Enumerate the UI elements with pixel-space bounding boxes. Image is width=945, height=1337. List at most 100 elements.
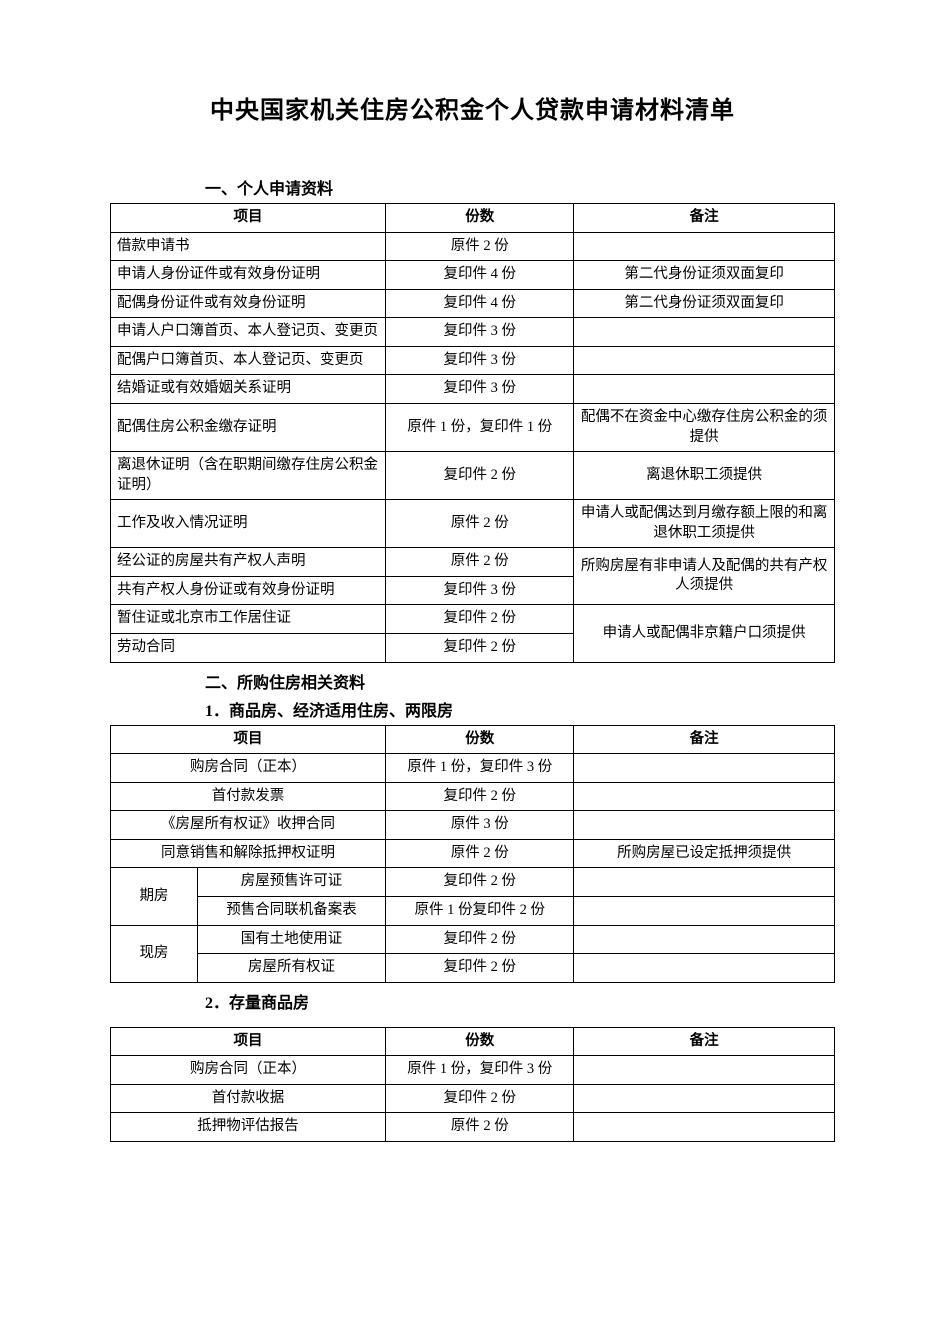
- table-row: 现房 国有土地使用证 复印件 2 份: [111, 925, 835, 954]
- section2-sub2-heading: 2．存量商品房: [205, 989, 835, 1013]
- cell-item: 《房屋所有权证》收押合同: [111, 811, 386, 840]
- cell-item: 共有产权人身份证或有效身份证明: [111, 576, 386, 605]
- cell-copies: 复印件 2 份: [386, 634, 574, 663]
- cell-notes: 第二代身份证须双面复印: [574, 261, 835, 290]
- cell-notes: 申请人或配偶达到月缴存额上限的和离退休职工须提供: [574, 500, 835, 548]
- cell-item: 工作及收入情况证明: [111, 500, 386, 548]
- cell-copies: 复印件 3 份: [386, 375, 574, 404]
- cell-item: 抵押物评估报告: [111, 1113, 386, 1142]
- cell-copies: 原件 2 份: [386, 548, 574, 577]
- cell-copies: 复印件 2 份: [386, 1084, 574, 1113]
- section1-heading: 一、个人申请资料: [205, 175, 835, 199]
- header-copies: 份数: [386, 204, 574, 233]
- cell-item: 离退休证明（含在职期间缴存住房公积金证明）: [111, 452, 386, 500]
- table-row: 抵押物评估报告 原件 2 份: [111, 1113, 835, 1142]
- table-row: 经公证的房屋共有产权人声明 原件 2 份 所购房屋有非申请人及配偶的共有产权人须…: [111, 548, 835, 577]
- table-row: 离退休证明（含在职期间缴存住房公积金证明） 复印件 2 份 离退休职工须提供: [111, 452, 835, 500]
- table-row: 同意销售和解除抵押权证明 原件 2 份 所购房屋已设定抵押须提供: [111, 839, 835, 868]
- cell-item: 结婚证或有效婚姻关系证明: [111, 375, 386, 404]
- cell-notes: [574, 375, 835, 404]
- cell-item-left: 现房: [111, 925, 198, 982]
- cell-copies: 原件 2 份: [386, 839, 574, 868]
- table-row: 结婚证或有效婚姻关系证明 复印件 3 份: [111, 375, 835, 404]
- cell-item: 暂住证或北京市工作居住证: [111, 605, 386, 634]
- cell-notes: [574, 954, 835, 983]
- header-item: 项目: [111, 204, 386, 233]
- cell-notes: 配偶不在资金中心缴存住房公积金的须提供: [574, 403, 835, 451]
- cell-notes: 所购房屋有非申请人及配偶的共有产权人须提供: [574, 548, 835, 605]
- header-notes: 备注: [574, 1027, 835, 1056]
- cell-notes: 离退休职工须提供: [574, 452, 835, 500]
- cell-notes: [574, 868, 835, 897]
- cell-item: 申请人户口簿首页、本人登记页、变更页: [111, 318, 386, 347]
- cell-item: 购房合同（正本）: [111, 754, 386, 783]
- table-row: 预售合同联机备案表 原件 1 份复印件 2 份: [111, 896, 835, 925]
- table-row: 《房屋所有权证》收押合同 原件 3 份: [111, 811, 835, 840]
- table-row: 首付款发票 复印件 2 份: [111, 782, 835, 811]
- cell-item: 首付款收据: [111, 1084, 386, 1113]
- cell-item-right: 房屋所有权证: [197, 954, 385, 983]
- cell-item-right: 房屋预售许可证: [197, 868, 385, 897]
- cell-item: 配偶住房公积金缴存证明: [111, 403, 386, 451]
- cell-notes: 所购房屋已设定抵押须提供: [574, 839, 835, 868]
- cell-notes: [574, 754, 835, 783]
- cell-copies: 复印件 3 份: [386, 576, 574, 605]
- cell-item: 申请人身份证件或有效身份证明: [111, 261, 386, 290]
- cell-item: 首付款发票: [111, 782, 386, 811]
- section2-heading: 二、所购住房相关资料: [205, 669, 835, 693]
- cell-item: 劳动合同: [111, 634, 386, 663]
- cell-item: 经公证的房屋共有产权人声明: [111, 548, 386, 577]
- cell-copies: 复印件 2 份: [386, 954, 574, 983]
- header-notes: 备注: [574, 204, 835, 233]
- cell-item: 借款申请书: [111, 232, 386, 261]
- document-title: 中央国家机关住房公积金个人贷款申请材料清单: [110, 90, 835, 125]
- table-row: 工作及收入情况证明 原件 2 份 申请人或配偶达到月缴存额上限的和离退休职工须提…: [111, 500, 835, 548]
- cell-copies: 原件 2 份: [386, 232, 574, 261]
- cell-copies: 复印件 3 份: [386, 318, 574, 347]
- table-row: 房屋所有权证 复印件 2 份: [111, 954, 835, 983]
- cell-notes: 第二代身份证须双面复印: [574, 289, 835, 318]
- cell-copies: 复印件 2 份: [386, 868, 574, 897]
- table-header-row: 项目 份数 备注: [111, 725, 835, 754]
- cell-copies: 原件 1 份，复印件 1 份: [386, 403, 574, 451]
- table-row: 期房 房屋预售许可证 复印件 2 份: [111, 868, 835, 897]
- table-row: 购房合同（正本） 原件 1 份，复印件 3 份: [111, 1056, 835, 1085]
- section2-sub2-table: 项目 份数 备注 购房合同（正本） 原件 1 份，复印件 3 份 首付款收据 复…: [110, 1027, 835, 1142]
- cell-notes: [574, 782, 835, 811]
- header-notes: 备注: [574, 725, 835, 754]
- table-row: 申请人户口簿首页、本人登记页、变更页 复印件 3 份: [111, 318, 835, 347]
- table-row: 配偶户口簿首页、本人登记页、变更页 复印件 3 份: [111, 346, 835, 375]
- table-row: 借款申请书 原件 2 份: [111, 232, 835, 261]
- cell-copies: 复印件 4 份: [386, 289, 574, 318]
- cell-notes: 申请人或配偶非京籍户口须提供: [574, 605, 835, 662]
- cell-item-left: 期房: [111, 868, 198, 925]
- cell-notes: [574, 318, 835, 347]
- section2-sub1-table: 项目 份数 备注 购房合同（正本） 原件 1 份，复印件 3 份 首付款发票 复…: [110, 725, 835, 983]
- table-row: 暂住证或北京市工作居住证 复印件 2 份 申请人或配偶非京籍户口须提供: [111, 605, 835, 634]
- cell-item: 购房合同（正本）: [111, 1056, 386, 1085]
- section1-table: 项目 份数 备注 借款申请书 原件 2 份 申请人身份证件或有效身份证明 复印件…: [110, 203, 835, 663]
- cell-notes: [574, 346, 835, 375]
- table-header-row: 项目 份数 备注: [111, 1027, 835, 1056]
- cell-copies: 原件 1 份，复印件 3 份: [386, 754, 574, 783]
- cell-notes: [574, 811, 835, 840]
- cell-copies: 原件 2 份: [386, 500, 574, 548]
- cell-item: 同意销售和解除抵押权证明: [111, 839, 386, 868]
- cell-copies: 复印件 2 份: [386, 925, 574, 954]
- cell-notes: [574, 1056, 835, 1085]
- table-row: 申请人身份证件或有效身份证明 复印件 4 份 第二代身份证须双面复印: [111, 261, 835, 290]
- header-copies: 份数: [386, 725, 574, 754]
- cell-notes: [574, 1113, 835, 1142]
- table-header-row: 项目 份数 备注: [111, 204, 835, 233]
- cell-copies: 原件 3 份: [386, 811, 574, 840]
- table-row: 首付款收据 复印件 2 份: [111, 1084, 835, 1113]
- table-row: 配偶身份证件或有效身份证明 复印件 4 份 第二代身份证须双面复印: [111, 289, 835, 318]
- cell-item: 配偶户口簿首页、本人登记页、变更页: [111, 346, 386, 375]
- cell-copies: 复印件 2 份: [386, 605, 574, 634]
- cell-copies: 原件 2 份: [386, 1113, 574, 1142]
- table-row: 配偶住房公积金缴存证明 原件 1 份，复印件 1 份 配偶不在资金中心缴存住房公…: [111, 403, 835, 451]
- cell-item-right: 预售合同联机备案表: [197, 896, 385, 925]
- cell-copies: 复印件 2 份: [386, 782, 574, 811]
- cell-copies: 复印件 2 份: [386, 452, 574, 500]
- cell-notes: [574, 1084, 835, 1113]
